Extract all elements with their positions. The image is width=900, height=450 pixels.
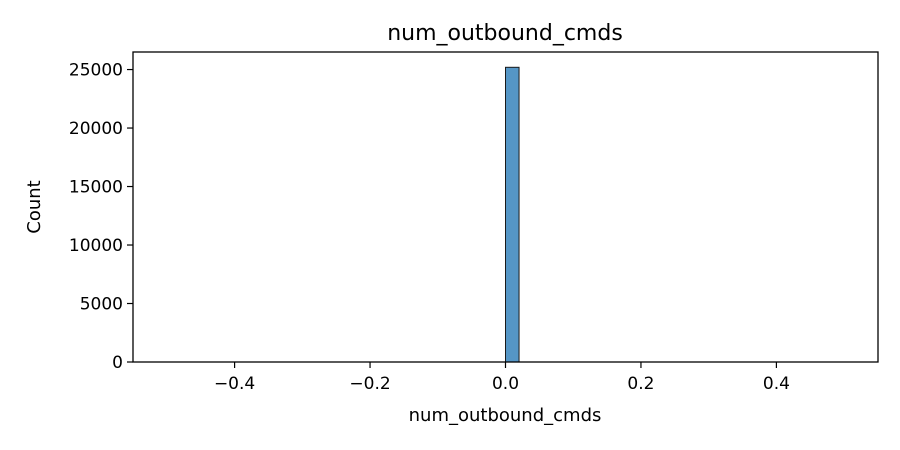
x-tick-label: 0.4 xyxy=(763,374,790,394)
plot-area xyxy=(505,66,520,363)
x-axis-label: num_outbound_cmds xyxy=(409,405,602,426)
x-tick-label: 0.2 xyxy=(627,374,654,394)
y-axis-label: Count xyxy=(24,180,45,233)
y-tick-label: 10000 xyxy=(69,236,123,256)
y-tick-label: 15000 xyxy=(69,178,123,198)
y-tick-label: 5000 xyxy=(80,295,123,315)
x-tick-label: −0.2 xyxy=(349,374,390,394)
x-tick-label: −0.4 xyxy=(214,374,255,394)
y-tick-label: 25000 xyxy=(69,61,123,81)
histogram-bar-0 xyxy=(505,66,520,363)
chart-title: num_outbound_cmds xyxy=(387,21,623,46)
y-tick-label: 0 xyxy=(112,353,123,373)
x-axis-ticks: −0.4 −0.2 0.0 0.2 0.4 xyxy=(214,362,790,394)
y-axis-ticks: 0 5000 10000 15000 20000 25000 xyxy=(69,61,133,373)
x-tick-label: 0.0 xyxy=(492,374,519,394)
y-tick-label: 20000 xyxy=(69,119,123,139)
